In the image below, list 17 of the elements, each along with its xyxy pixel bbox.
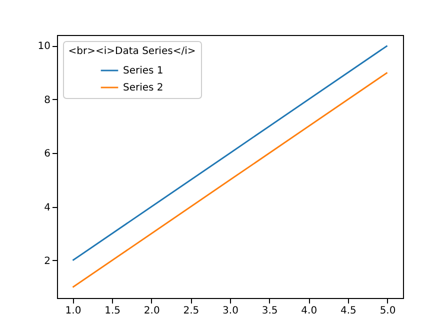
- x-tick-label: 2.5: [183, 306, 200, 316]
- x-tick-label: 1.0: [65, 306, 82, 316]
- legend-title: <br><i>Data Series</i>: [68, 46, 196, 57]
- x-tick-label: 5.0: [380, 306, 396, 316]
- x-tick-label: 3.5: [262, 306, 278, 316]
- x-tick-label: 2.0: [144, 306, 160, 316]
- y-tick-label: 8: [44, 94, 50, 106]
- legend-label: Series 1: [123, 66, 164, 76]
- legend-label: Series 2: [123, 82, 164, 94]
- y-tick-label: 2: [44, 256, 50, 267]
- y-tick-label: 6: [44, 148, 50, 160]
- y-tick-label: 10: [38, 41, 50, 52]
- x-tick-label: 3.0: [222, 306, 238, 316]
- y-tick-label: 4: [44, 202, 50, 214]
- x-tick-label: 1.5: [104, 306, 120, 316]
- x-tick-label: 4.0: [301, 306, 318, 316]
- x-tick-label: 4.5: [340, 306, 356, 316]
